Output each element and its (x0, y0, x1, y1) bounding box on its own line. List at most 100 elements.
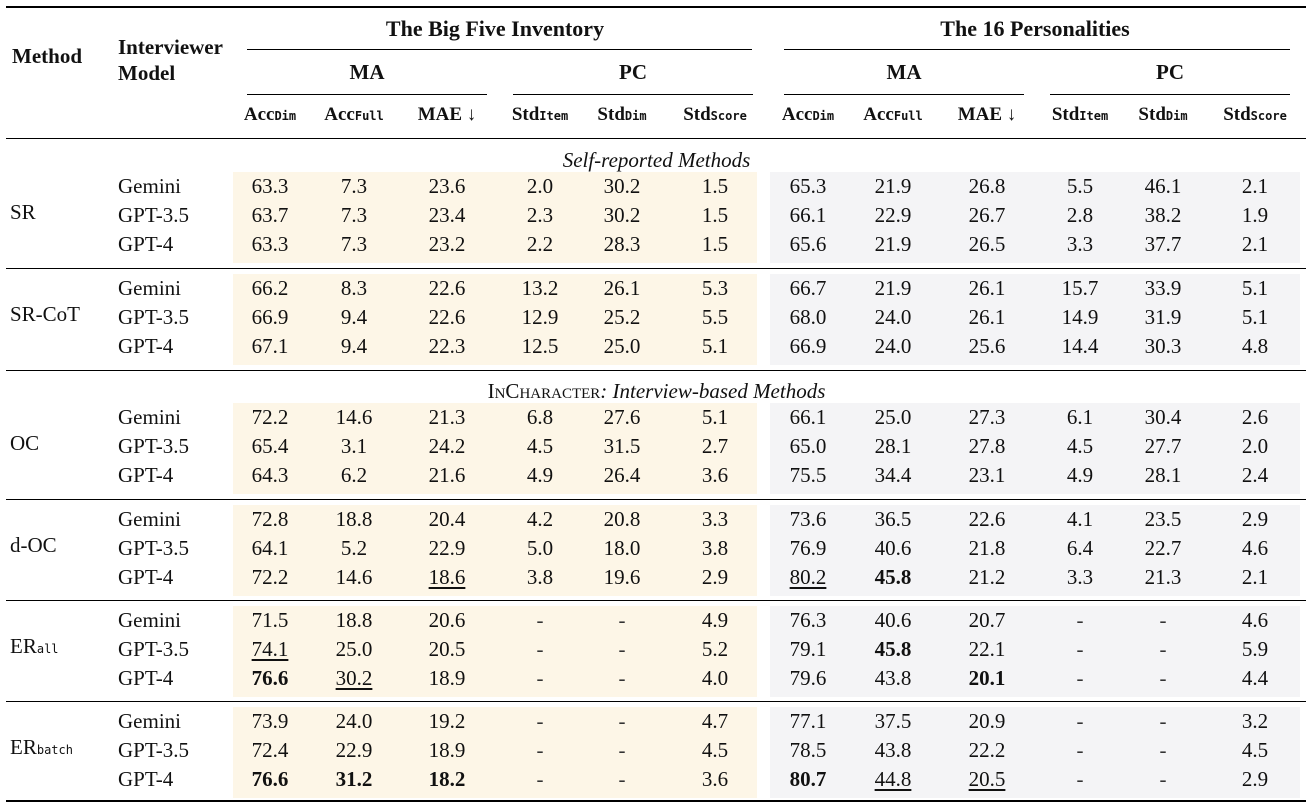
table-cell: 19.6 (603, 565, 641, 589)
table-cell: 2.6 (1241, 405, 1269, 429)
table-cell: 18.8 (335, 608, 373, 632)
table-cell: - (1076, 738, 1084, 762)
col-header-sub: Item (1079, 109, 1109, 123)
table-cell: 2.0 (526, 174, 554, 198)
table-cell: 28.1 (1144, 463, 1182, 487)
table-cell: 25.0 (603, 334, 641, 358)
table-cell: 40.6 (874, 536, 912, 560)
table-cell: 21.8 (968, 536, 1006, 560)
table-cell: 72.4 (251, 738, 289, 762)
header-bfi-pc: PC (619, 60, 647, 84)
table-cell: 4.5 (1066, 434, 1094, 458)
table-cell: 65.3 (789, 174, 827, 198)
band-16-personalities (770, 403, 1300, 494)
table-cell: 2.3 (526, 203, 554, 227)
table-cell: 23.5 (1144, 507, 1182, 531)
table-cell: 23.1 (968, 463, 1006, 487)
table-cell: 5.9 (1241, 637, 1269, 661)
method-name: SR (10, 200, 36, 224)
cmidrule-16p-ma (784, 94, 1024, 95)
table-cell: 7.3 (340, 174, 368, 198)
table-cell: 45.8 (874, 637, 912, 661)
table-cell: 26.4 (603, 463, 641, 487)
table-cell: - (1076, 637, 1084, 661)
table-cell: 23.4 (428, 203, 466, 227)
table-cell: 72.2 (251, 565, 289, 589)
table-cell: 31.2 (335, 767, 373, 791)
table-cell: 3.6 (701, 463, 729, 487)
table-cell: 21.2 (968, 565, 1006, 589)
table-cell: 63.3 (251, 232, 289, 256)
table-cell: 25.0 (874, 405, 912, 429)
header-interviewer: Interviewer (118, 35, 223, 59)
table-cell: 68.0 (789, 305, 827, 329)
table-cell: - (1159, 608, 1167, 632)
cmidrule-bfi-ma (247, 94, 487, 95)
table-cell: 7.3 (340, 232, 368, 256)
table-cell: 26.5 (968, 232, 1006, 256)
bottom-rule (6, 800, 1306, 802)
table-cell: 65.6 (789, 232, 827, 256)
table-cell: 2.8 (1066, 203, 1094, 227)
table-cell: 24.0 (874, 305, 912, 329)
table-cell: 5.3 (701, 276, 729, 300)
table-cell: 19.2 (428, 709, 466, 733)
model-name: Gemini (118, 405, 181, 429)
table-cell: 73.6 (789, 507, 827, 531)
table-cell: 22.6 (428, 305, 466, 329)
table-cell: 18.9 (428, 738, 466, 762)
table-cell: 76.6 (251, 666, 289, 690)
table-cell: 18.0 (603, 536, 641, 560)
table-cell: 2.9 (1241, 767, 1269, 791)
table-cell: 25.6 (968, 334, 1006, 358)
method-name: ER (10, 735, 37, 759)
model-name: GPT-3.5 (118, 434, 189, 458)
table-cell: 66.9 (789, 334, 827, 358)
table-cell: 3.3 (1066, 565, 1094, 589)
table-cell: 4.9 (701, 608, 729, 632)
table-cell: 24.0 (874, 334, 912, 358)
table-cell: 30.3 (1144, 334, 1182, 358)
table-cell: 75.5 (789, 463, 827, 487)
table-cell: 14.4 (1061, 334, 1099, 358)
band-big-five (233, 505, 757, 596)
col-header-6: AccDim (763, 104, 853, 126)
table-cell: 6.8 (526, 405, 554, 429)
table-cell: 25.2 (603, 305, 641, 329)
table-cell: 22.9 (428, 536, 466, 560)
model-name: Gemini (118, 709, 181, 733)
table-cell: 66.1 (789, 203, 827, 227)
table-cell: 72.2 (251, 405, 289, 429)
table-cell: 4.0 (701, 666, 729, 690)
incharacter-desc: : Interview-based Methods (600, 379, 826, 403)
col-header-0: AccDim (225, 104, 315, 126)
method-label: SR (10, 200, 36, 225)
col-header-base: Acc (324, 104, 355, 125)
table-cell: 3.8 (701, 536, 729, 560)
table-cell: 36.5 (874, 507, 912, 531)
table-cell: 1.5 (701, 232, 729, 256)
table-cell: 76.3 (789, 608, 827, 632)
band-big-five (233, 606, 757, 697)
table-cell: 2.9 (701, 565, 729, 589)
table-cell: 5.5 (1066, 174, 1094, 198)
col-header-base: Acc (863, 104, 894, 125)
col-header-5: StdScore (670, 104, 760, 126)
table-cell: 22.2 (968, 738, 1006, 762)
table-cell: 5.1 (701, 334, 729, 358)
method-name: OC (10, 431, 40, 455)
table-cell: 9.4 (340, 305, 368, 329)
model-name: GPT-4 (118, 565, 174, 589)
col-header-sub: Score (710, 109, 747, 123)
table-cell: - (536, 738, 544, 762)
table-cell: 3.1 (340, 434, 368, 458)
table-cell: 18.8 (335, 507, 373, 531)
model-name: GPT-4 (118, 334, 174, 358)
method-name: d-OC (10, 533, 57, 557)
col-header-7: AccFull (848, 104, 938, 126)
table-cell: 5.5 (701, 305, 729, 329)
table-cell: 22.6 (428, 276, 466, 300)
table-cell: 78.5 (789, 738, 827, 762)
table-cell: 2.1 (1241, 232, 1269, 256)
table-cell: 23.2 (428, 232, 466, 256)
